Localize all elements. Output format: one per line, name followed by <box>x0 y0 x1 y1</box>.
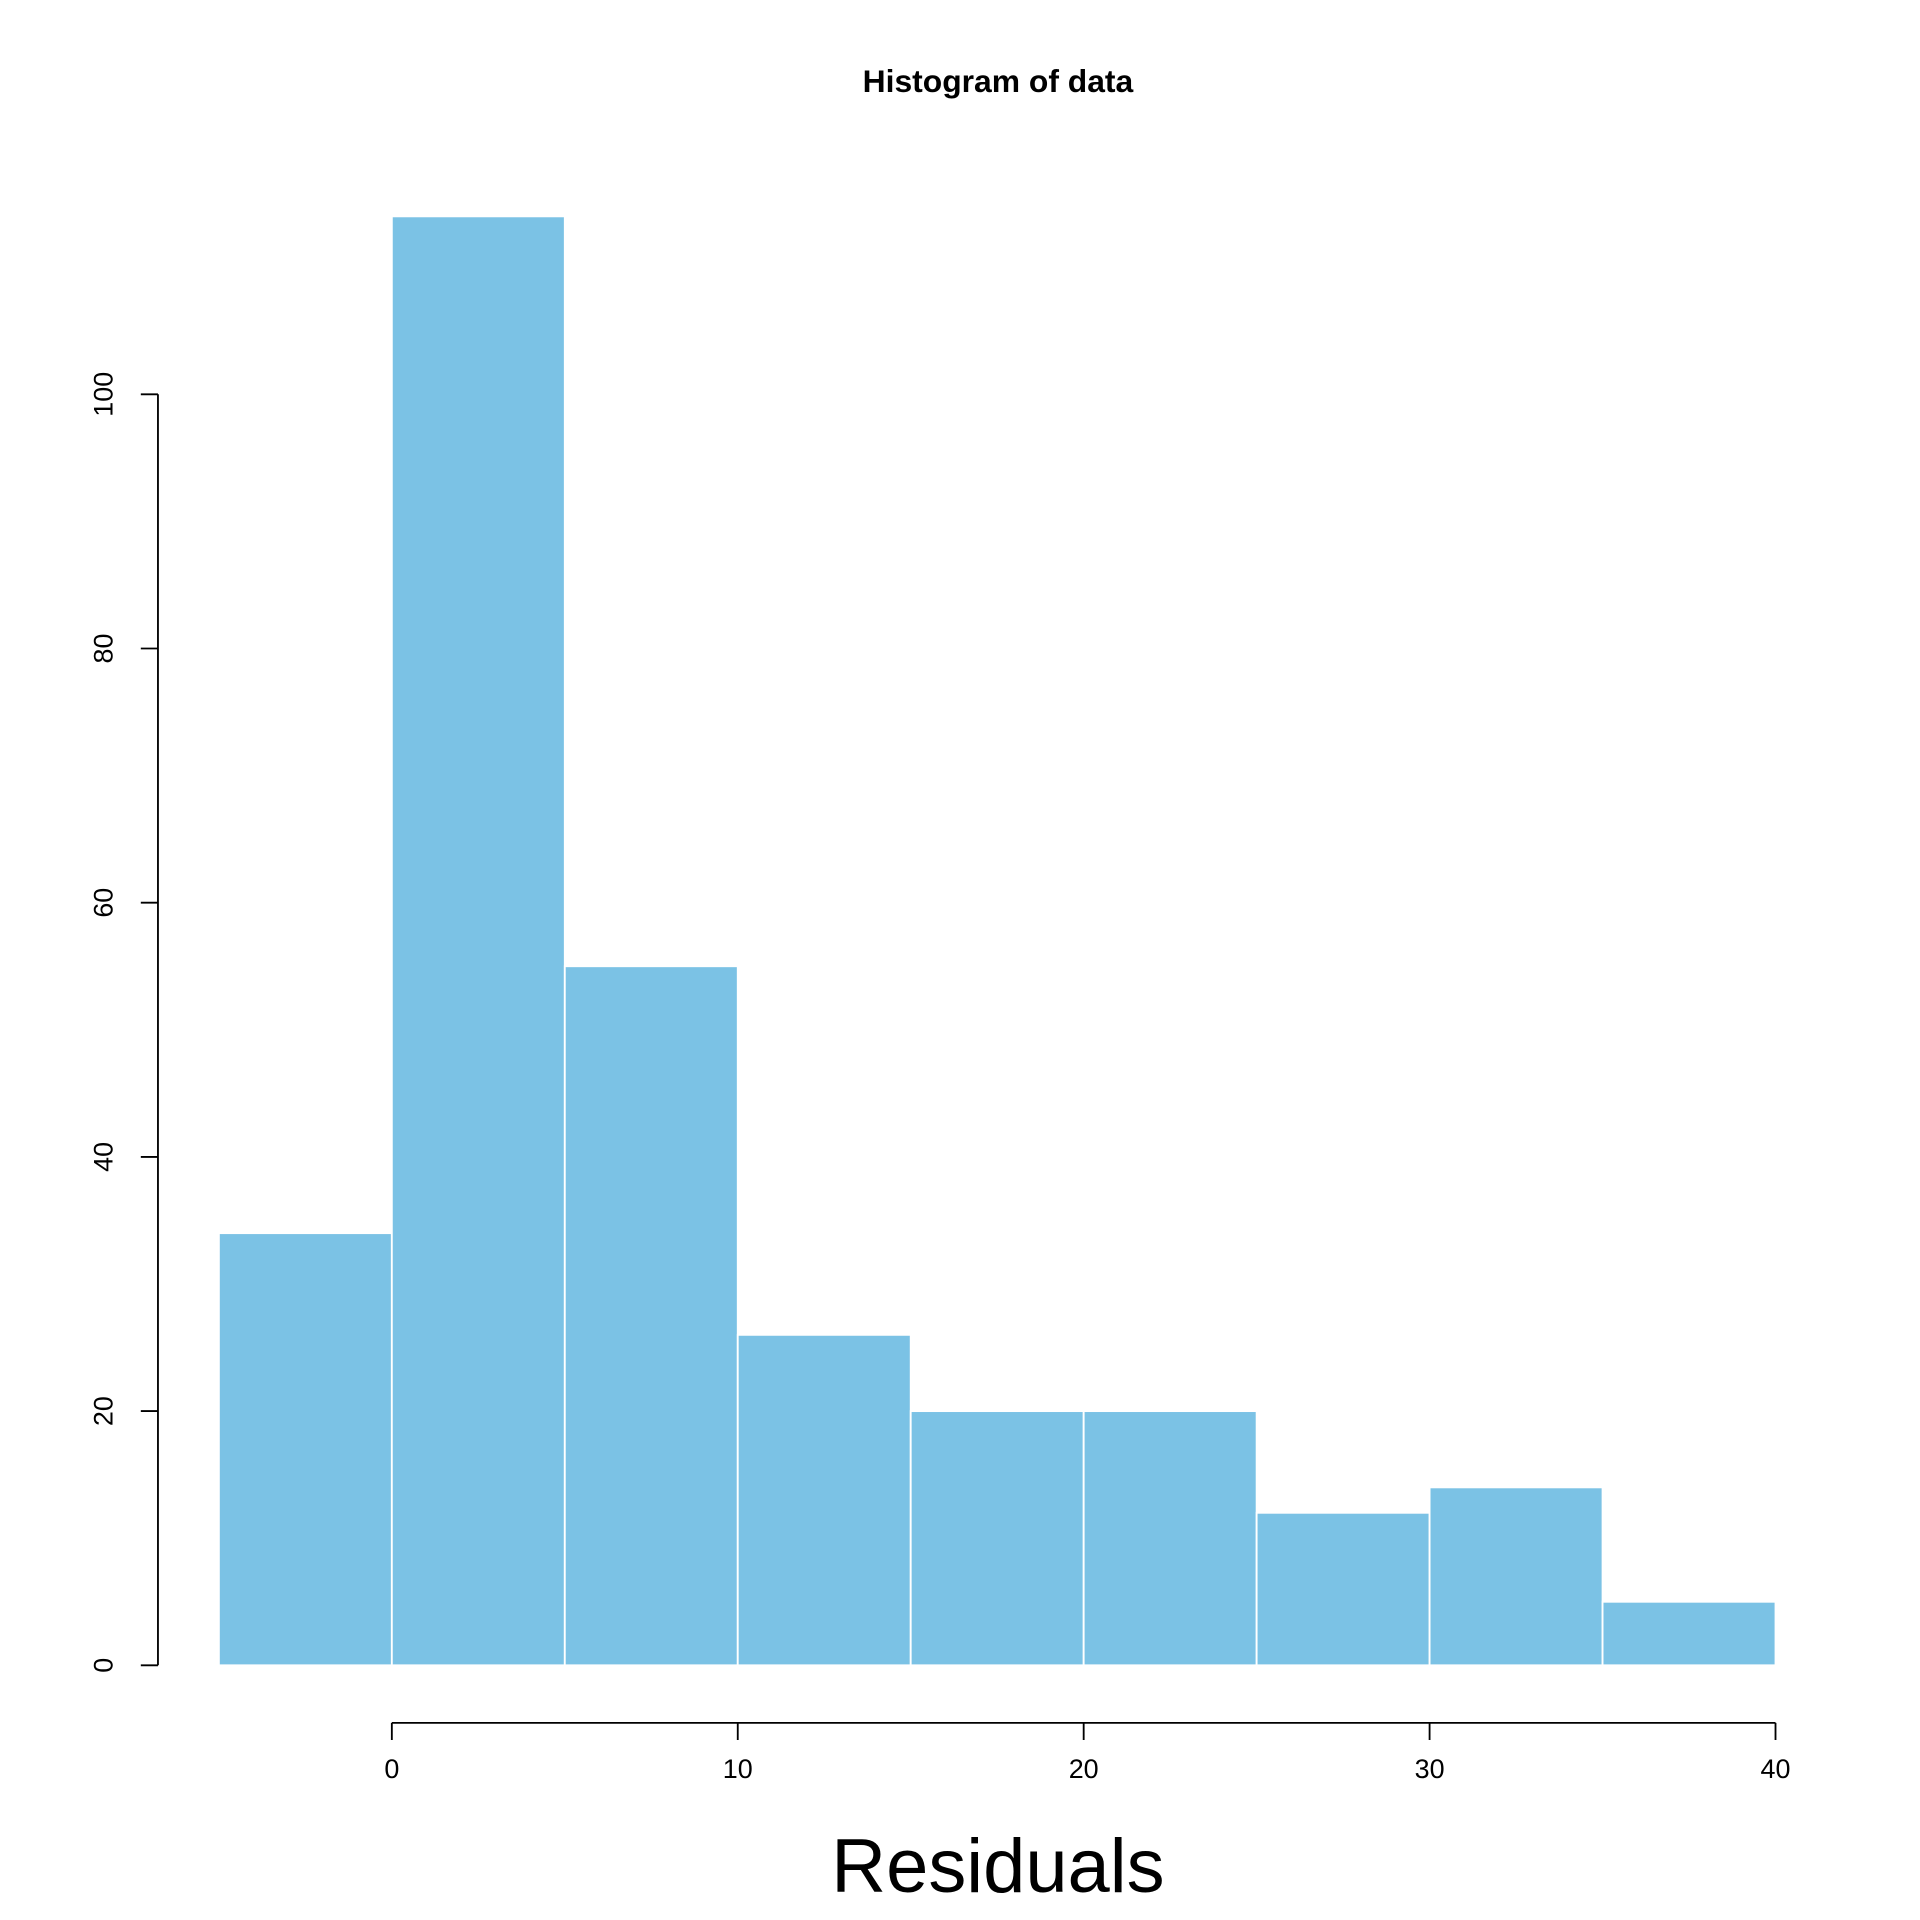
x-axis-label: Residuals <box>831 1824 1164 1909</box>
y-tick-label: 60 <box>89 888 119 918</box>
histogram-bar <box>1255 1511 1431 1667</box>
histogram-bar <box>390 215 566 1667</box>
histogram-bar <box>217 1232 393 1667</box>
histogram-bar <box>909 1410 1085 1667</box>
x-tick-label: 30 <box>1415 1754 1445 1784</box>
y-tick-label: 100 <box>89 372 119 417</box>
bars <box>217 215 1777 1667</box>
x-axis: 0 10 20 30 40 <box>384 1721 1791 1784</box>
histogram-bar <box>736 1333 912 1667</box>
histogram-bar <box>1082 1410 1258 1667</box>
histogram-bar <box>1601 1600 1777 1667</box>
y-tick-label: 40 <box>89 1142 119 1172</box>
x-tick-label: 40 <box>1761 1754 1791 1784</box>
chart-title: Histogram of data <box>863 63 1134 99</box>
y-tick-label: 0 <box>89 1658 119 1673</box>
x-tick-label: 20 <box>1069 1754 1099 1784</box>
y-tick-label: 80 <box>89 634 119 664</box>
x-tick-label: 10 <box>723 1754 753 1784</box>
y-axis: 0 20 40 60 80 100 <box>89 372 159 1673</box>
y-tick-label: 20 <box>89 1396 119 1426</box>
x-tick-label: 0 <box>384 1754 399 1784</box>
histogram-bar <box>563 965 739 1667</box>
histogram-bar <box>1428 1486 1604 1667</box>
